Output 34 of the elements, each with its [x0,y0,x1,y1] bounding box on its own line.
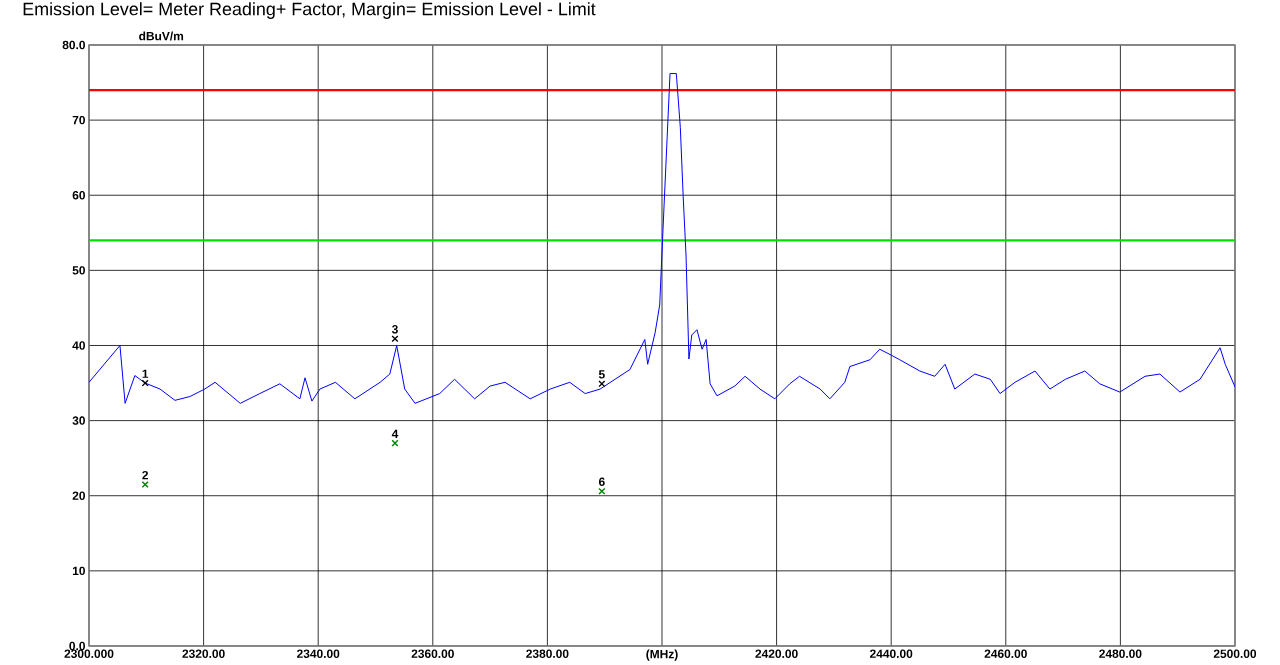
x-tick-label: 2480.00 [1099,649,1142,658]
annotation: 1 [142,369,149,378]
annotation: 3 [391,325,398,334]
x-tick-label: (MHz) [646,649,678,661]
x-tick-label: 2460.00 [984,649,1027,658]
x-tick-label: 2300.000 [64,649,114,658]
y-tick-label: 70 [72,115,85,125]
chart-title: Emission Level= Meter Reading+ Factor, Margin= Emission Level - Limit [23,2,596,19]
point [391,439,399,447]
x-tick-label: 2340.00 [297,649,340,658]
point [598,380,606,388]
x-tick-label: 2440.00 [870,649,913,658]
y-tick-label: 0.0 [69,641,85,651]
y-tick-label: 10 [72,566,85,576]
annotation: 5 [598,370,605,379]
point [391,335,399,343]
y-tick-label: 60 [72,191,85,200]
y-tick-label: 50 [72,266,85,275]
point [598,487,606,495]
y-axis-title: dBuV/m [139,31,184,41]
annotation: 6 [598,477,605,487]
y-tick-label: 40 [72,341,85,350]
x-tick-label: 2380.00 [526,649,569,658]
annotation: 4 [391,429,399,438]
point [141,480,149,488]
y-tick-label: 30 [72,416,85,425]
point [141,379,149,387]
x-tick-label: 2360.00 [411,649,454,658]
y-tick-label: 80.0 [62,40,85,50]
annotation: 2 [142,470,149,480]
x-tick-label: 2500.00 [1213,649,1257,658]
x-tick-label: 2320.00 [182,649,225,658]
y-tick-label: 20 [72,491,85,500]
x-tick-label: 2420.00 [755,649,798,658]
